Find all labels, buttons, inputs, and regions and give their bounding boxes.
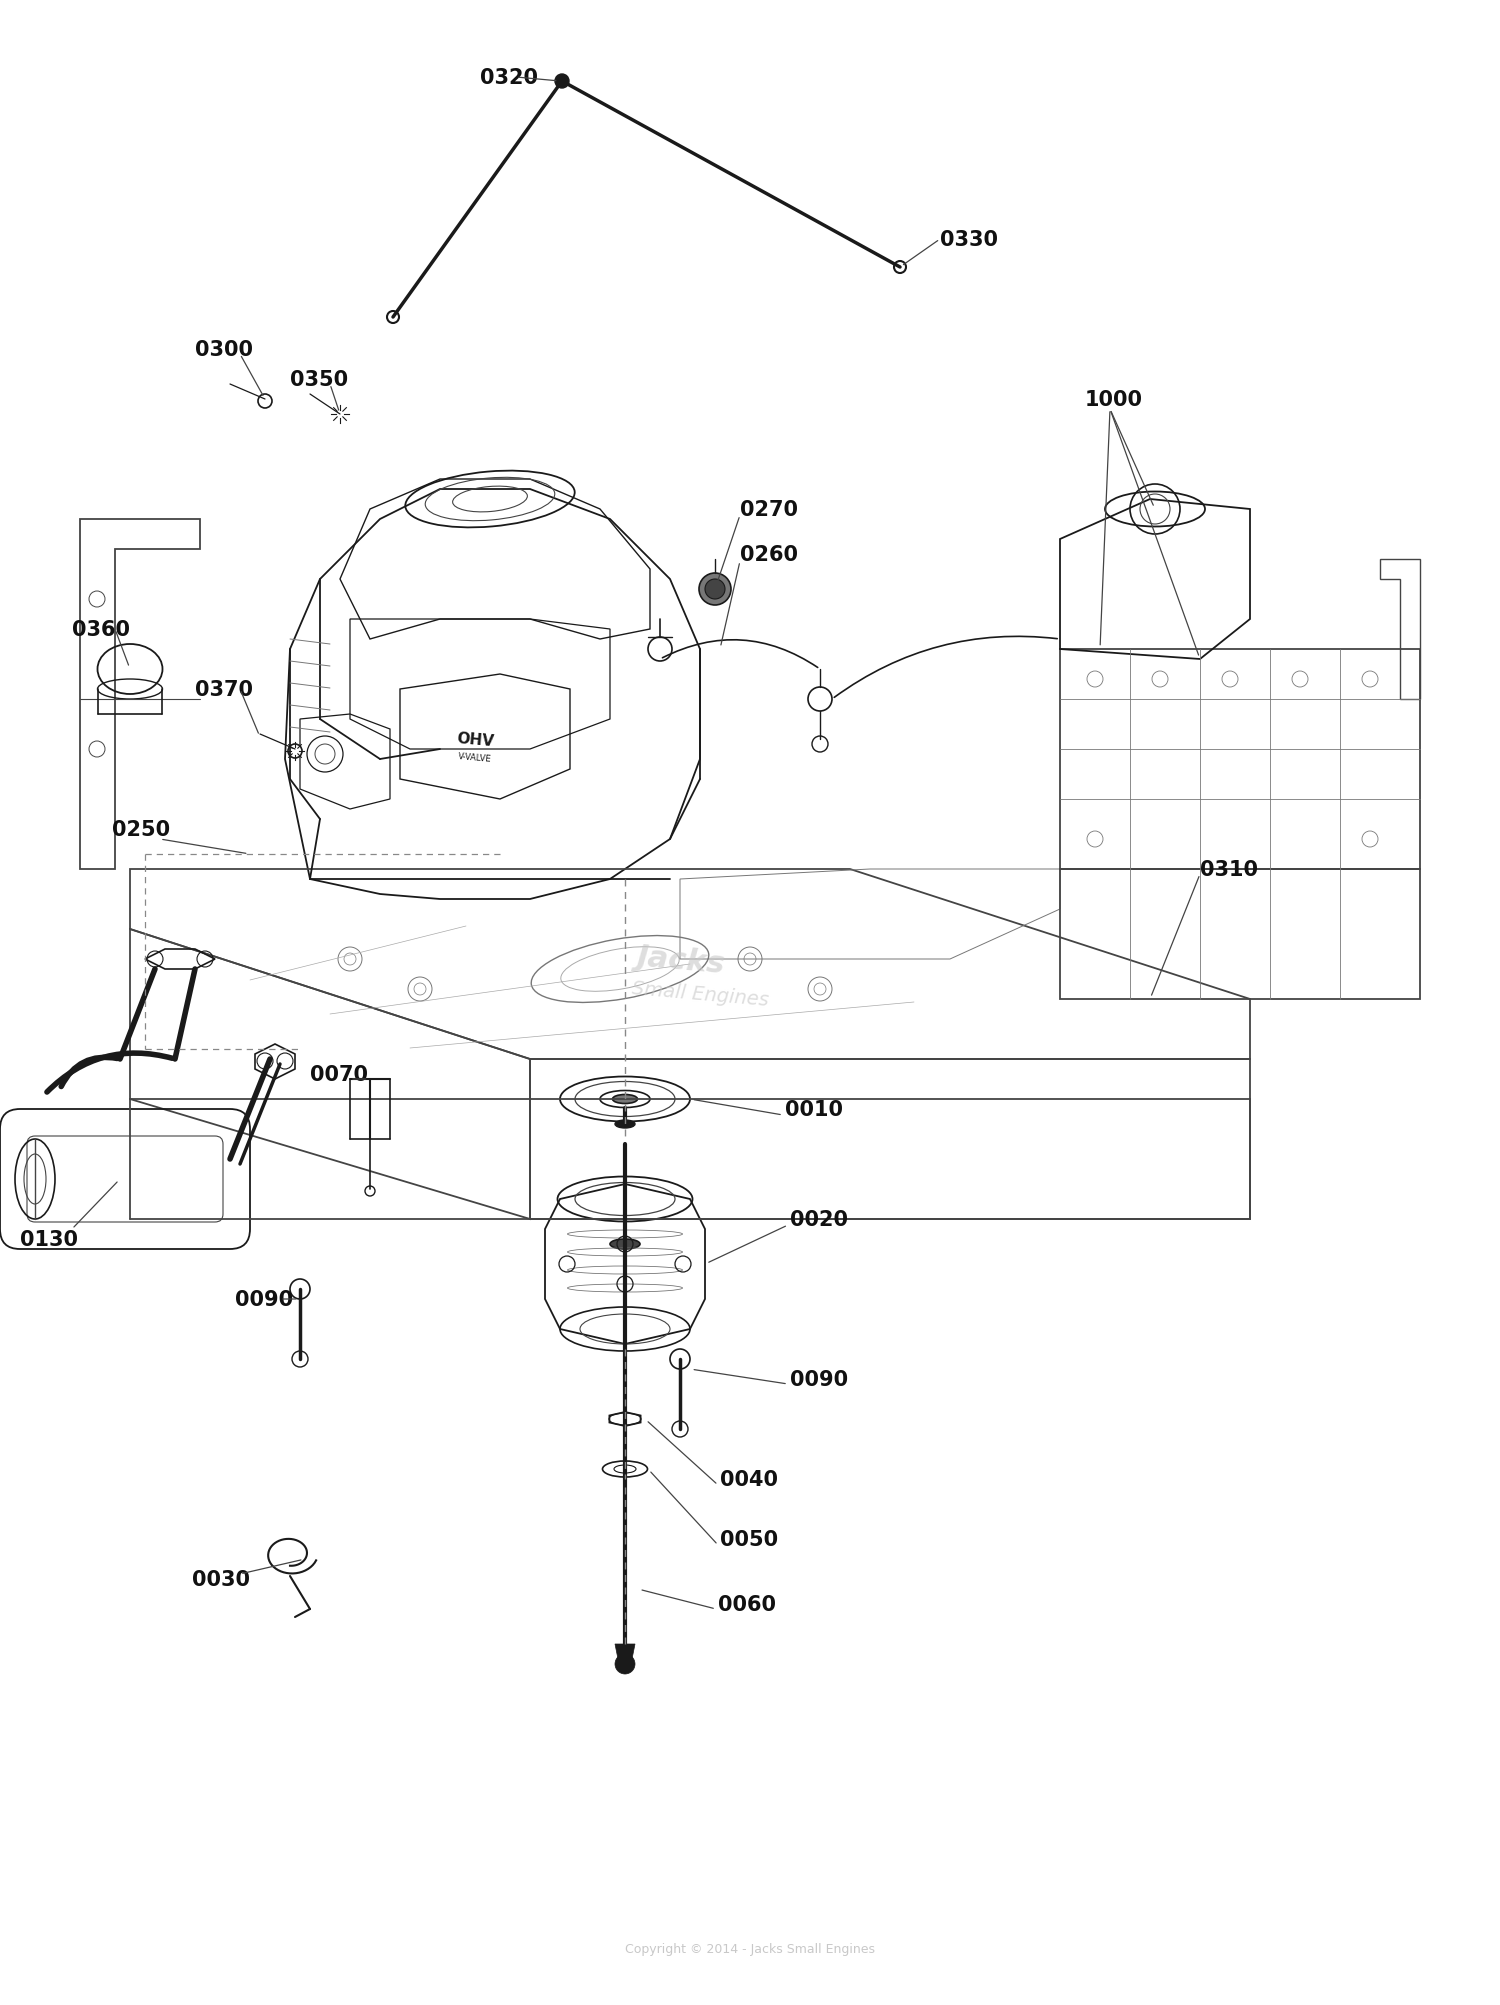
Text: 0260: 0260 bbox=[740, 545, 798, 565]
Circle shape bbox=[288, 744, 302, 758]
Circle shape bbox=[670, 1349, 690, 1369]
Text: 0010: 0010 bbox=[784, 1099, 843, 1119]
Circle shape bbox=[615, 1654, 634, 1674]
Text: 0030: 0030 bbox=[192, 1570, 250, 1590]
Text: 0330: 0330 bbox=[940, 231, 998, 251]
Text: 0350: 0350 bbox=[290, 369, 348, 389]
Circle shape bbox=[258, 395, 272, 409]
Text: 0250: 0250 bbox=[112, 820, 170, 840]
Text: V-VALVE: V-VALVE bbox=[458, 752, 492, 764]
Text: OHV: OHV bbox=[456, 730, 495, 748]
Text: 0270: 0270 bbox=[740, 499, 798, 519]
Text: 0050: 0050 bbox=[720, 1530, 778, 1550]
Text: 0320: 0320 bbox=[480, 68, 538, 88]
Circle shape bbox=[555, 74, 568, 88]
Circle shape bbox=[705, 579, 724, 599]
Circle shape bbox=[292, 1351, 308, 1367]
Text: 0370: 0370 bbox=[195, 680, 254, 700]
Circle shape bbox=[699, 573, 730, 606]
Text: 0300: 0300 bbox=[195, 339, 254, 359]
Text: Jacks: Jacks bbox=[634, 940, 726, 978]
Text: 0310: 0310 bbox=[1200, 860, 1258, 880]
Text: 0090: 0090 bbox=[790, 1369, 847, 1389]
Text: 0040: 0040 bbox=[720, 1470, 778, 1490]
Ellipse shape bbox=[615, 1121, 634, 1129]
Circle shape bbox=[387, 313, 399, 325]
Text: 0060: 0060 bbox=[718, 1594, 776, 1614]
Text: 0090: 0090 bbox=[236, 1289, 292, 1309]
Text: 0130: 0130 bbox=[20, 1229, 78, 1249]
Text: 0070: 0070 bbox=[310, 1065, 368, 1085]
Circle shape bbox=[290, 1279, 310, 1299]
Ellipse shape bbox=[610, 1239, 640, 1249]
Text: 1000: 1000 bbox=[1084, 389, 1143, 409]
Text: 0360: 0360 bbox=[72, 620, 130, 640]
Text: Copyright © 2014 - Jacks Small Engines: Copyright © 2014 - Jacks Small Engines bbox=[626, 1943, 874, 1955]
Text: Small Engines: Small Engines bbox=[630, 978, 770, 1011]
Circle shape bbox=[364, 1187, 375, 1197]
Circle shape bbox=[672, 1422, 688, 1438]
Text: 0020: 0020 bbox=[790, 1209, 847, 1229]
Ellipse shape bbox=[612, 1095, 638, 1105]
Circle shape bbox=[894, 263, 906, 275]
Polygon shape bbox=[615, 1644, 634, 1664]
